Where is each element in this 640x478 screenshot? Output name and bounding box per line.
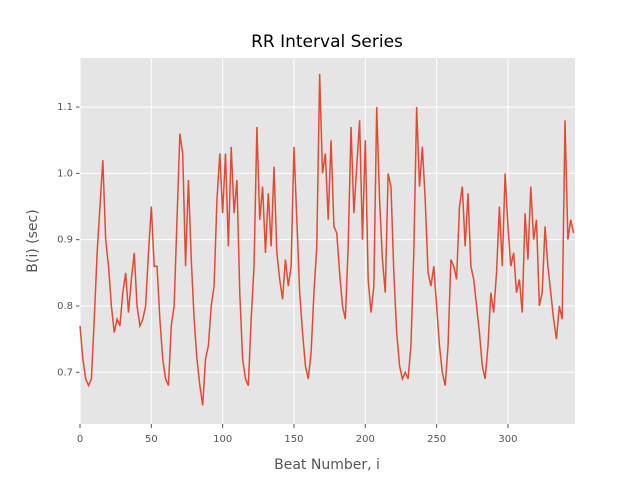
plot-background <box>80 58 575 424</box>
x-axis-label: Beat Number, i <box>274 457 380 473</box>
line-series <box>79 73 575 406</box>
y-axis-label: B(i) (sec) <box>25 209 41 272</box>
x-tick-label: 100 <box>213 434 232 445</box>
y-tick-label: 1.0 <box>57 168 73 179</box>
y-tick-label: 1.1 <box>57 102 73 113</box>
x-tick-label: 200 <box>356 434 375 445</box>
chart-title: RR Interval Series <box>251 32 403 52</box>
x-tick-label: 0 <box>77 434 83 445</box>
y-tick-label: 0.8 <box>57 301 73 312</box>
x-tick-label: 300 <box>498 434 517 445</box>
x-tick-label: 150 <box>284 434 303 445</box>
x-tick-label: 50 <box>145 434 158 445</box>
y-tick-label: 0.9 <box>57 235 73 246</box>
y-tick-label: 0.7 <box>57 367 73 378</box>
x-tick-label: 250 <box>427 434 446 445</box>
